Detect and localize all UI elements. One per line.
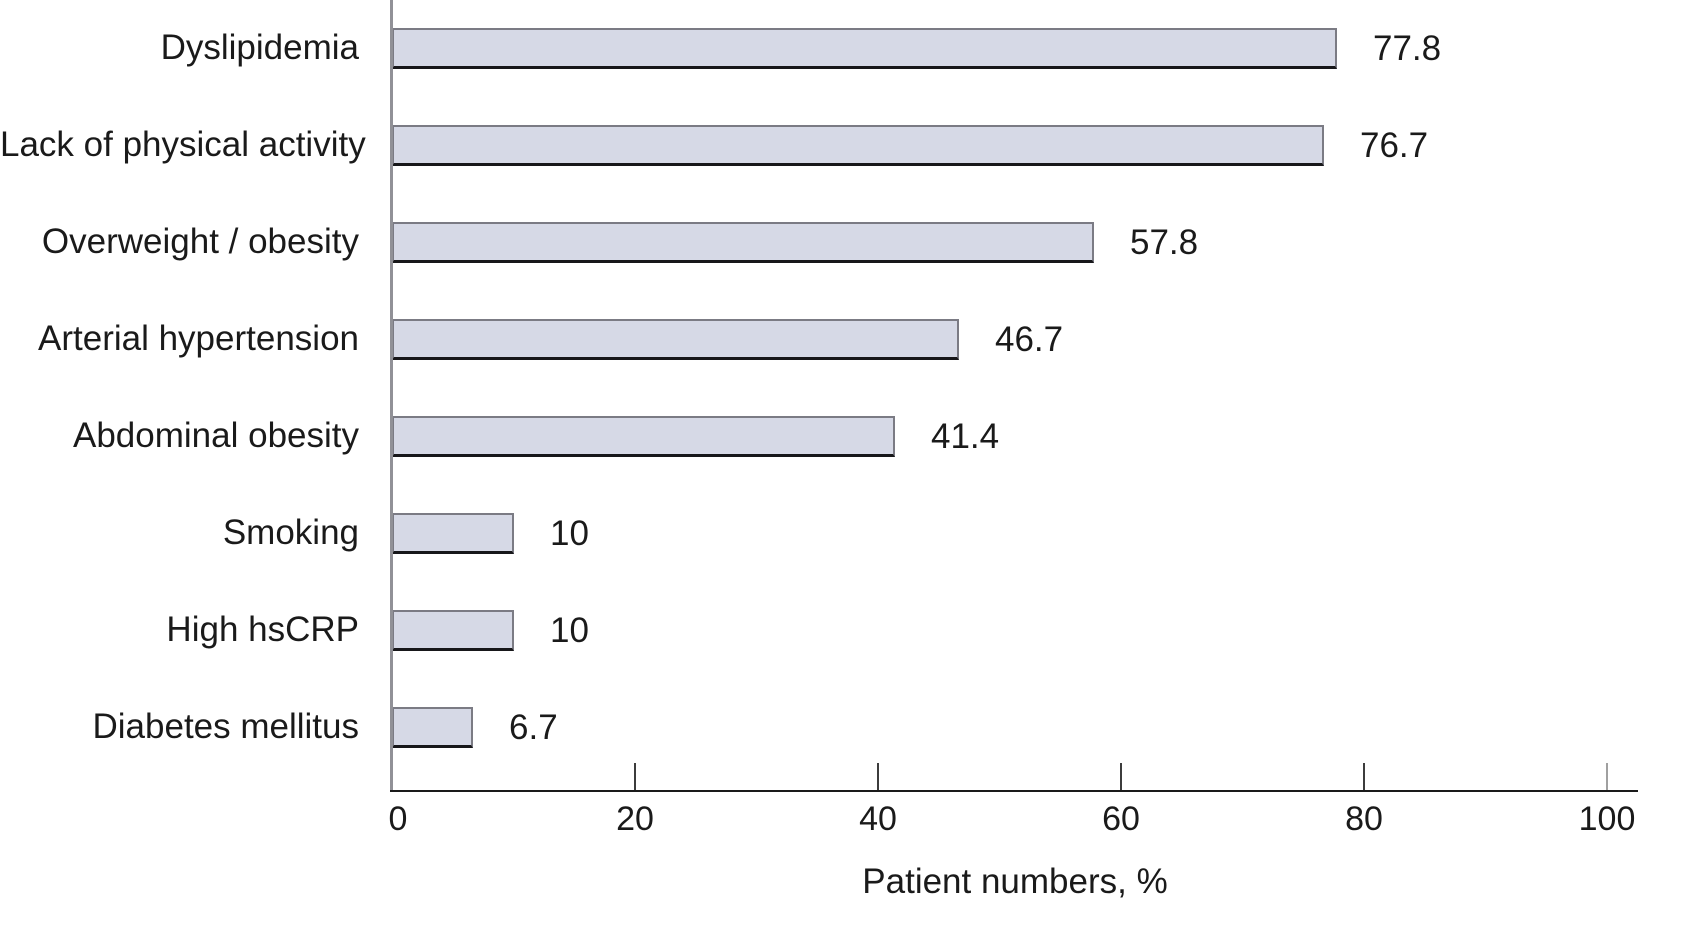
bar-row: Smoking 10: [0, 485, 1682, 582]
bar-area: 57.8: [392, 194, 1682, 291]
axis-tick: [1606, 763, 1608, 790]
bar-rows-container: Dyslipidemia 77.8 Lack of physical activit…: [0, 0, 1682, 776]
value-label: 76.7: [1360, 125, 1429, 165]
value-label: 46.7: [995, 319, 1064, 359]
bar: [392, 28, 1337, 69]
value-label: 57.8: [1130, 222, 1199, 262]
axis-tick-label: 60: [1102, 800, 1140, 838]
axis-tick-label: 80: [1345, 800, 1383, 838]
bar-area: 6.7: [392, 679, 1682, 776]
bar: [392, 416, 895, 457]
y-axis-line: [390, 0, 393, 792]
axis-tick: [634, 763, 636, 790]
bar-area: 77.8: [392, 0, 1682, 97]
category-label: Overweight / obesity: [41, 222, 359, 262]
category-label: Diabetes mellitus: [92, 707, 360, 747]
axis-tick-label: 0: [388, 800, 408, 838]
bar-area: 41.4: [392, 388, 1682, 485]
axis-tick: [1363, 763, 1365, 790]
value-label: 6.7: [509, 707, 558, 747]
bar: [392, 610, 514, 651]
value-label: 10: [550, 610, 589, 650]
bar-row: Diabetes mellitus 6.7: [0, 679, 1682, 776]
bar-row: Overweight / obesity 57.8: [0, 194, 1682, 291]
x-axis-line: [390, 790, 1638, 792]
bar: [392, 222, 1094, 263]
axis-tick: [877, 763, 879, 790]
axis-tick-label: 40: [859, 800, 897, 838]
x-axis-title: Patient numbers, %: [862, 862, 1168, 901]
bar: [392, 125, 1324, 166]
category-label: Lack of physical activity: [0, 125, 366, 165]
bar-area: 76.7: [392, 97, 1682, 194]
bar: [392, 513, 514, 554]
bar-area: 10: [392, 485, 1682, 582]
value-label: 41.4: [931, 416, 1000, 456]
bar-area: 46.7: [392, 291, 1682, 388]
bar-row: High hsCRP 10: [0, 582, 1682, 679]
category-label: Arterial hypertension: [38, 319, 359, 359]
bar-row: Abdominal obesity 41.4: [0, 388, 1682, 485]
axis-tick-label: 20: [616, 800, 654, 838]
axis-tick-label: 100: [1578, 800, 1636, 838]
bar: [392, 707, 473, 748]
bar-row: Dyslipidemia 77.8: [0, 0, 1682, 97]
axis-tick: [1120, 763, 1122, 790]
bar-area: 10: [392, 582, 1682, 679]
category-label: Abdominal obesity: [73, 416, 359, 456]
category-label: Smoking: [222, 513, 359, 553]
value-label: 10: [550, 513, 589, 553]
bar-row: Lack of physical activity 76.7: [0, 97, 1682, 194]
category-label: Dyslipidemia: [160, 28, 359, 68]
value-label: 77.8: [1373, 28, 1442, 68]
category-label: High hsCRP: [166, 610, 359, 650]
bar-row: Arterial hypertension 46.7: [0, 291, 1682, 388]
bar: [392, 319, 959, 360]
